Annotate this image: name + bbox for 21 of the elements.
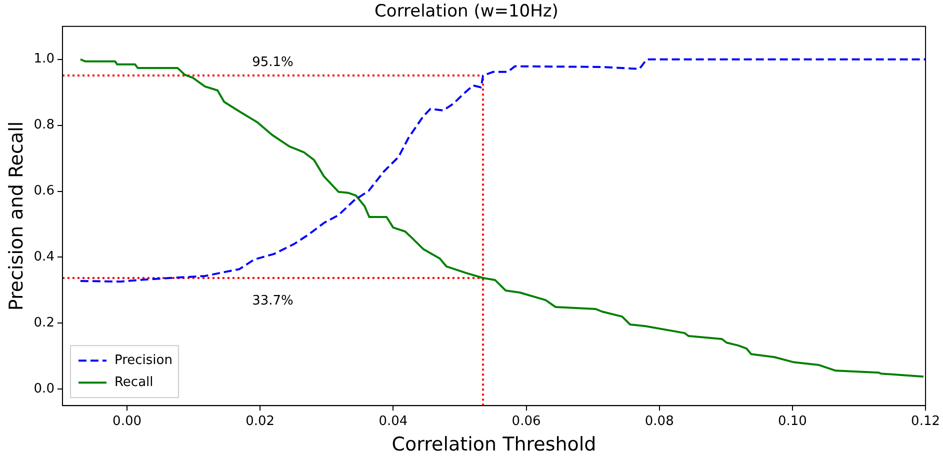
x-tick-label: 0.04 xyxy=(378,414,408,429)
x-tick-label: 0.12 xyxy=(911,414,940,429)
x-tick-label: 0.06 xyxy=(512,414,541,429)
line-series xyxy=(79,58,927,283)
y-tick-label: 0.8 xyxy=(34,118,54,133)
x-tick-label: 0.10 xyxy=(778,414,807,429)
x-tick-label: 0.00 xyxy=(112,414,142,429)
x-axis-title: Correlation Threshold xyxy=(392,434,596,456)
x-tick-label: 0.02 xyxy=(246,414,275,429)
ref-line-label: 33.7% xyxy=(252,293,294,308)
chart-title: Correlation (w=10Hz) xyxy=(374,2,558,22)
x-tick-label: 0.08 xyxy=(644,414,674,429)
y-tick-label: 0.6 xyxy=(34,184,54,199)
y-axis-title: Precision and Recall xyxy=(5,121,28,311)
y-tick-label: 1.0 xyxy=(34,52,54,67)
legend-label: Precision xyxy=(114,352,172,368)
y-tick-label: 0.0 xyxy=(34,381,54,396)
legend-label: Recall xyxy=(114,374,154,390)
ref-line-label: 95.1% xyxy=(252,54,294,70)
y-tick-label: 0.2 xyxy=(34,316,54,331)
y-tick-label: 0.4 xyxy=(34,250,54,265)
